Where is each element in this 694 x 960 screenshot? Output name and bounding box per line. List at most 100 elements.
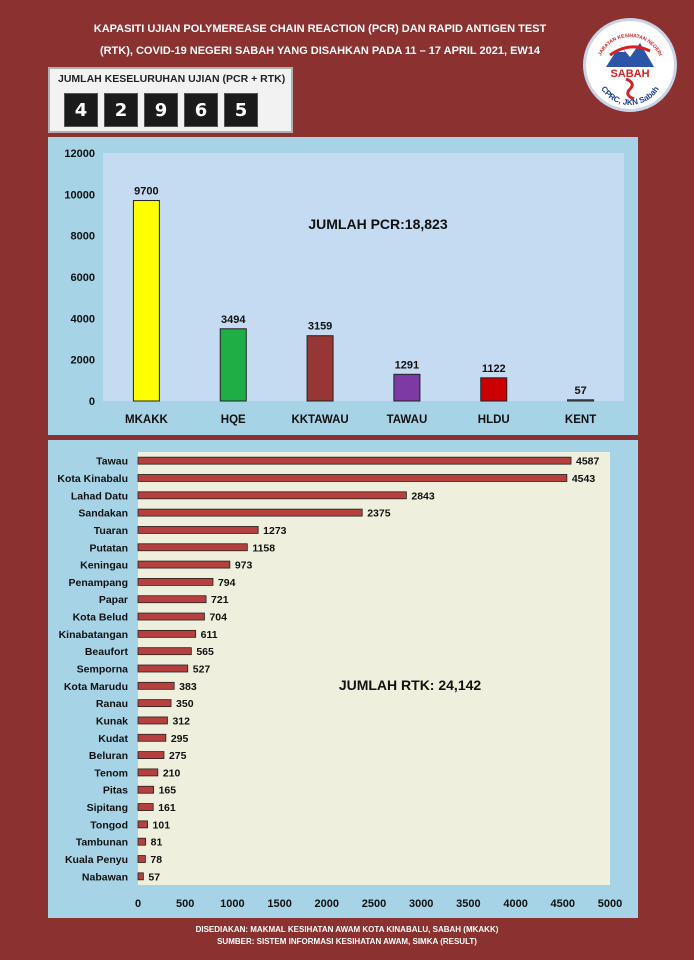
rtk-total-annotation: JUMLAH RTK: 24,142 (339, 677, 482, 693)
bar (137, 664, 189, 673)
logo-name: SABAH (610, 68, 649, 80)
bar (137, 855, 146, 863)
x-tick-label: 3000 (409, 898, 433, 910)
rtk-bar-chart: 4587 Tawau 4543 Kota Kinabalu 2843 Lahad Datu… (57, 452, 622, 910)
x-tick-label: 2000 (315, 898, 339, 910)
y-tick-label: Keningau (80, 560, 128, 572)
data-label: 1122 (482, 363, 506, 375)
bar (567, 399, 595, 402)
bar (137, 595, 207, 604)
report-title: KAPASITI UJIAN POLYMEREASE CHAIN REACTIO… (60, 18, 580, 62)
y-tick-label: Penampang (68, 577, 128, 589)
y-tick-label: 0 (89, 396, 95, 408)
data-label: 383 (179, 681, 197, 693)
total-tests-counter: JUMLAH KESELURUHAN UJIAN (PCR + RTK) 4 2… (48, 67, 293, 133)
data-label: 295 (171, 733, 189, 745)
y-tick-label: 12000 (64, 148, 95, 160)
bar (480, 377, 508, 402)
bar (137, 803, 154, 811)
x-tick-label: 2500 (362, 898, 386, 910)
data-label: 165 (159, 785, 177, 797)
data-label: 973 (235, 560, 253, 572)
data-label: 4543 (572, 473, 596, 485)
bar (137, 526, 259, 534)
y-tick-label: Tambunan (76, 837, 128, 849)
y-tick-label: Kota Marudu (64, 681, 128, 693)
data-label: 9700 (134, 186, 158, 198)
bar (137, 491, 407, 500)
title-line-1: KAPASITI UJIAN POLYMEREASE CHAIN REACTIO… (93, 23, 547, 35)
total-digit: 9 (144, 93, 178, 127)
x-tick-label: 1500 (267, 898, 291, 910)
data-label: 3494 (221, 314, 246, 326)
bar (132, 200, 160, 402)
data-label: 611 (201, 629, 218, 641)
y-tick-label: Sandakan (78, 508, 128, 520)
total-digit: 4 (64, 93, 98, 127)
y-tick-label: Tenom (94, 767, 128, 779)
y-tick-label: Tawau (96, 456, 128, 468)
bar (137, 456, 572, 465)
total-digit: 5 (224, 93, 258, 127)
y-tick-label: Pitas (103, 785, 128, 797)
jkn-sabah-logo: JABATAN KESIHATAN NEGERI SABAH CPRC, JKN… (583, 18, 677, 112)
bar (137, 837, 147, 846)
data-label: 2375 (367, 508, 391, 520)
y-tick-label: Papar (99, 594, 128, 606)
svg-text:JABATAN KESIHATAN NEGERI: JABATAN KESIHATAN NEGERI (597, 33, 663, 58)
x-tick-label: HLDU (478, 414, 510, 426)
data-label: 161 (158, 802, 176, 814)
data-label: 78 (150, 854, 162, 866)
bar (393, 373, 421, 402)
bar (137, 699, 172, 708)
bar (137, 820, 148, 829)
bar (137, 785, 154, 794)
data-label: 1273 (263, 525, 287, 537)
x-tick-label: 500 (176, 898, 194, 910)
data-label: 3159 (308, 321, 332, 333)
y-tick-label: Beaufort (85, 646, 129, 658)
bar (137, 543, 248, 552)
pcr-bar-chart: 0 2000 4000 6000 8000 10000 12000 9700 MKAKK 3494… (64, 148, 624, 426)
y-tick-label: Tongod (90, 819, 128, 831)
bar (137, 768, 159, 777)
x-tick-label: KKTAWAU (291, 414, 348, 426)
y-tick-label: Kota Belud (73, 612, 128, 624)
bar (137, 751, 165, 760)
bar (219, 328, 247, 402)
y-tick-label: Kota Kinabalu (57, 473, 128, 485)
bar (137, 612, 205, 621)
x-tick-label: 4000 (503, 898, 527, 910)
data-label: 565 (196, 646, 214, 658)
y-tick-label: 10000 (64, 189, 95, 201)
x-tick-label: 0 (135, 898, 141, 910)
x-tick-label: 1000 (220, 898, 244, 910)
footer: DISEDIAKAN: MAKMAL KESIHATAN AWAM KOTA K… (0, 924, 694, 948)
x-tick-label: 4500 (551, 898, 575, 910)
x-tick-label: TAWAU (387, 414, 428, 426)
title-line-2: (RTK), COVID-19 NEGERI SABAH YANG DISAHK… (99, 45, 541, 57)
y-tick-label: 6000 (71, 272, 95, 284)
bar (137, 872, 144, 881)
bar (137, 474, 568, 482)
y-tick-label: 8000 (71, 231, 95, 243)
total-digit: 2 (104, 93, 138, 127)
data-label: 312 (172, 715, 190, 727)
footer-prepared-by: DISEDIAKAN: MAKMAL KESIHATAN AWAM KOTA K… (195, 925, 499, 934)
x-tick-label: KENT (565, 414, 596, 426)
logo-top-text: JABATAN KESIHATAN NEGERI (597, 33, 663, 58)
y-tick-label: Kuala Penyu (65, 854, 128, 866)
y-tick-label: Ranau (96, 698, 128, 710)
data-label: 275 (169, 750, 187, 762)
data-label: 81 (151, 837, 163, 849)
data-label: 350 (176, 698, 194, 710)
bar (306, 335, 334, 402)
x-tick-label: 3500 (456, 898, 480, 910)
data-label: 4587 (576, 456, 600, 468)
rtk-chart-panel: 4587 Tawau 4543 Kota Kinabalu 2843 Lahad Datu… (48, 440, 638, 918)
bar (137, 629, 197, 638)
y-tick-label: Semporna (77, 664, 129, 676)
data-label: 1158 (252, 542, 275, 554)
footer-source: SUMBER: SISTEM INFORMASI KESIHATAN AWAM,… (217, 937, 477, 946)
bar (137, 716, 168, 725)
